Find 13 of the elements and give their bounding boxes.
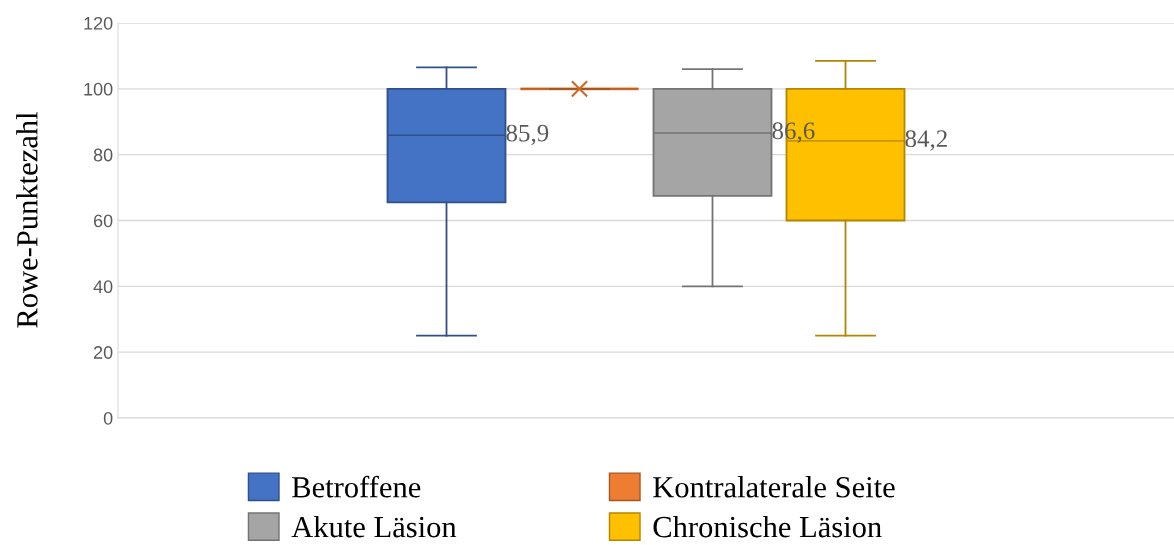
legend-label: Kontralaterale Seite xyxy=(653,476,895,498)
y-tick-label: 60 xyxy=(93,214,113,228)
y-tick-label: 40 xyxy=(93,280,113,294)
y-tick-label: 0 xyxy=(103,411,113,425)
y-tick-label: 100 xyxy=(84,82,113,96)
legend-label: Chronische Läsion xyxy=(653,515,882,538)
annotation: 85,9 xyxy=(506,124,549,146)
y-tick-label: 20 xyxy=(93,346,113,359)
y-tick-label: 80 xyxy=(93,148,113,162)
legend-label: Betroffene xyxy=(292,475,421,498)
legend-label: Akute Läsion xyxy=(291,515,457,538)
y-tick-label: 120 xyxy=(84,16,113,30)
y-axis-title: Rowe-Punktezahl xyxy=(16,112,38,328)
